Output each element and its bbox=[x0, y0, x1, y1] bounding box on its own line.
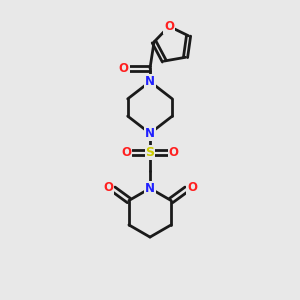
Text: O: O bbox=[121, 146, 131, 159]
Text: O: O bbox=[103, 181, 113, 194]
Text: N: N bbox=[145, 75, 155, 88]
Text: O: O bbox=[187, 181, 197, 194]
Text: O: O bbox=[119, 62, 129, 75]
Text: S: S bbox=[146, 146, 154, 159]
Text: O: O bbox=[169, 146, 179, 159]
Text: O: O bbox=[164, 20, 174, 33]
Text: N: N bbox=[145, 182, 155, 195]
Text: N: N bbox=[145, 127, 155, 140]
